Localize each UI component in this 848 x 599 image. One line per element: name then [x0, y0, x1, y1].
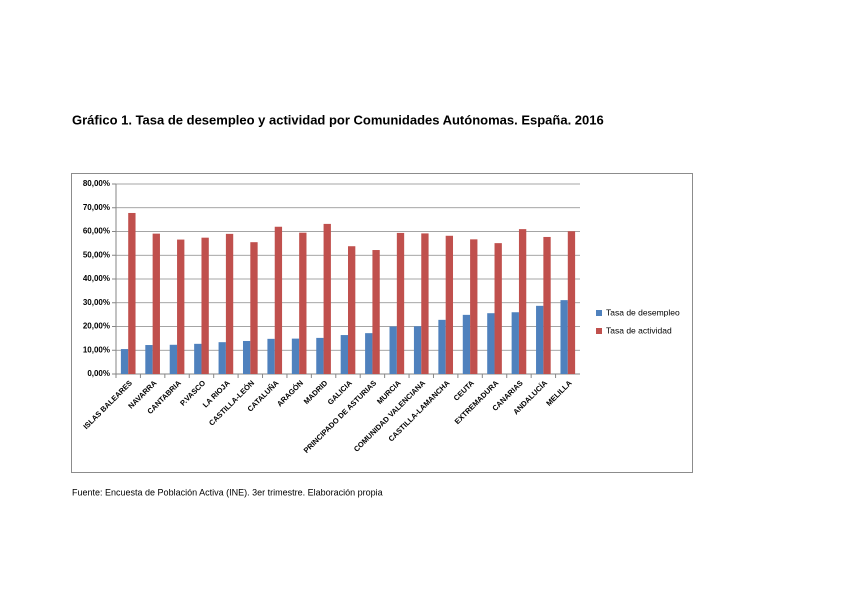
- bar: [225, 233, 234, 374]
- bar: [389, 326, 397, 374]
- bar: [470, 239, 478, 374]
- y-tick-label: 0,00%: [87, 369, 110, 378]
- bar: [152, 233, 160, 374]
- bar: [316, 337, 324, 374]
- bar: [128, 212, 136, 374]
- y-tick-label: 40,00%: [83, 274, 110, 283]
- legend-swatch: [596, 310, 602, 316]
- bar: [250, 242, 258, 374]
- bar: [145, 345, 153, 374]
- chart-title: Gráfico 1. Tasa de desempleo y actividad…: [72, 112, 604, 127]
- legend-swatch: [596, 328, 602, 334]
- bar: [194, 343, 202, 374]
- bar: [543, 236, 551, 374]
- bar: [438, 319, 446, 374]
- bar: [169, 344, 178, 374]
- legend-label: Tasa de actividad: [606, 325, 672, 335]
- y-tick-label: 70,00%: [83, 203, 110, 212]
- bar: [340, 335, 348, 374]
- bar: [536, 305, 544, 374]
- bar: [445, 235, 454, 374]
- y-tick-label: 10,00%: [83, 345, 110, 354]
- bar: [242, 340, 251, 374]
- bar: [567, 231, 576, 374]
- bar: [274, 226, 283, 374]
- bar: [218, 342, 226, 374]
- bar: [494, 243, 502, 374]
- chart-frame: [71, 173, 693, 473]
- bar: [372, 250, 380, 374]
- legend-label: Tasa de desempleo: [606, 307, 680, 317]
- bar: [462, 314, 471, 374]
- bar: [511, 312, 519, 374]
- bar: [177, 239, 185, 374]
- bar: [365, 333, 373, 374]
- bar: [348, 246, 356, 374]
- bar: [267, 338, 275, 374]
- y-tick-label: 20,00%: [83, 322, 110, 331]
- bar: [299, 232, 307, 374]
- bar: [518, 229, 527, 374]
- bar: [120, 349, 129, 374]
- bar: [291, 338, 300, 374]
- bar: [413, 326, 422, 374]
- y-tick-label: 60,00%: [83, 227, 110, 236]
- y-tick-label: 50,00%: [83, 250, 110, 259]
- bar: [396, 232, 405, 374]
- bar: [421, 233, 429, 374]
- y-tick-label: 30,00%: [83, 298, 110, 307]
- bar: [201, 237, 209, 374]
- bar: [323, 223, 331, 374]
- source-note: Fuente: Encuesta de Población Activa (IN…: [72, 487, 383, 497]
- bar: [560, 300, 568, 374]
- y-tick-label: 80,00%: [83, 179, 110, 188]
- bar: [487, 313, 495, 374]
